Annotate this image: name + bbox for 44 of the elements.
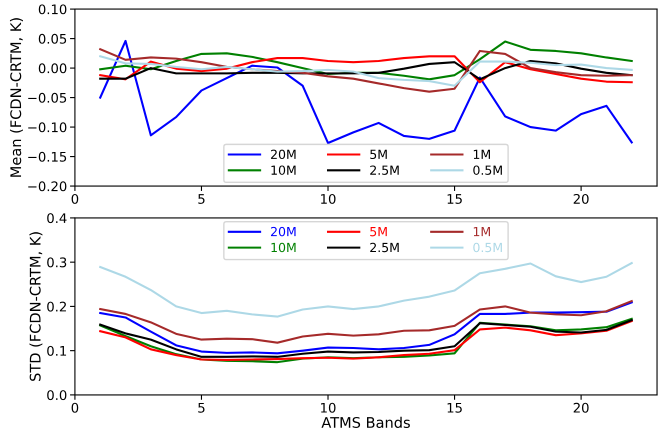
line-series — [99, 40, 633, 144]
legend-label: 10M — [271, 165, 296, 175]
text: 2.5M — [370, 242, 399, 252]
line-series — [99, 40, 633, 80]
legend-label: 1M — [474, 150, 490, 159]
y-tick-label: 0.0 — [47, 390, 66, 400]
line-series — [99, 300, 633, 344]
x-tick-label: 0 — [72, 402, 78, 413]
x-tick-label: 5 — [198, 402, 205, 413]
y-tick-label: 0.4 — [47, 213, 67, 224]
y-tick-label: 0.1 — [47, 346, 66, 356]
text: 1M — [474, 227, 490, 236]
y-tick-label: 0.3 — [47, 257, 66, 268]
x-tick-label: 0 — [72, 194, 78, 204]
line-series — [99, 301, 633, 354]
x-tick-label: 10 — [321, 194, 336, 204]
text: 5M — [370, 227, 387, 236]
y-axis-title: STD (FCDN-CRTM, K) — [29, 232, 42, 381]
line-series — [99, 48, 633, 93]
legend-label: 0.5M — [473, 165, 502, 175]
x-tick-label: 10 — [321, 402, 336, 413]
x-tick-label: 15 — [448, 194, 462, 204]
series-label: 0.5M — [473, 242, 502, 252]
legend-label: 2.5M — [370, 165, 399, 175]
y-tick-label: 0.2 — [47, 302, 66, 312]
y-tick-label: −0.10 — [28, 122, 66, 132]
x-tick-label: 15 — [448, 402, 462, 413]
x-tick-label: 20 — [574, 402, 589, 413]
line-series — [99, 262, 633, 318]
y-tick-label: 0.00 — [38, 63, 66, 74]
y-tick-label: −0.15 — [28, 152, 66, 162]
x-axis-title: ATMS Bands — [321, 416, 410, 428]
legend-label: 5M — [370, 150, 387, 160]
y-tick-label: 0.05 — [38, 34, 66, 44]
y-tick-label: −0.20 — [28, 181, 66, 192]
y-tick-label: 0.10 — [38, 4, 66, 14]
x-tick-label: 20 — [574, 194, 589, 204]
x-tick-label: 5 — [198, 194, 205, 204]
text: 20M — [271, 226, 296, 236]
text: 10M — [271, 242, 296, 252]
y-axis-title: Mean (FCDN-CRTM, K) — [10, 18, 23, 177]
line-series — [99, 60, 633, 80]
y-tick-label: −0.05 — [28, 92, 66, 103]
legend-label: 20M — [271, 150, 296, 160]
